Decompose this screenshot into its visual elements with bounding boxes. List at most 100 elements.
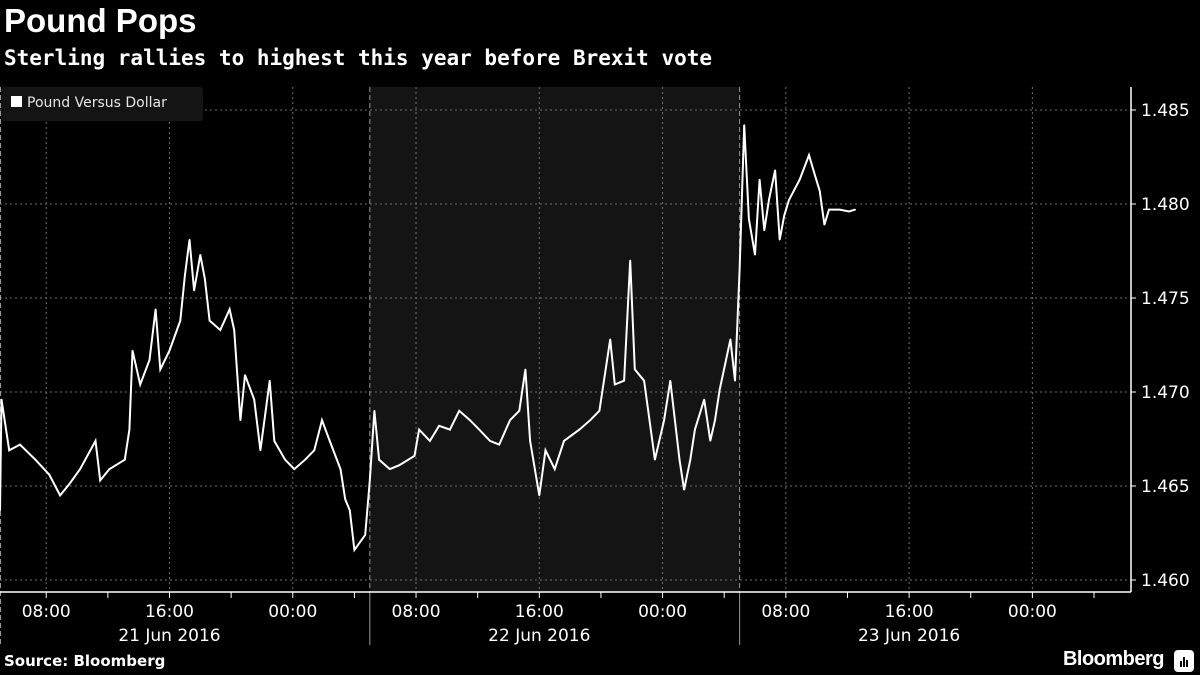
x-tick-label: 08:00	[22, 602, 71, 622]
data-point	[48, 473, 51, 476]
x-tick-label: 08:00	[761, 602, 810, 622]
data-point	[259, 449, 262, 452]
data-point	[598, 410, 601, 412]
data-point	[293, 468, 296, 470]
data-point	[268, 379, 271, 382]
data-point	[778, 238, 781, 241]
data-point	[798, 178, 801, 181]
data-point	[413, 455, 416, 457]
data-point	[398, 464, 400, 467]
data-point	[438, 425, 440, 427]
data-point	[68, 483, 71, 485]
data-point	[529, 440, 531, 442]
data-point	[159, 368, 162, 371]
legend-background	[1, 87, 203, 121]
data-point	[634, 368, 636, 371]
data-point	[544, 449, 547, 452]
x-tick-label: 00:00	[638, 602, 687, 622]
data-point	[8, 449, 11, 452]
data-point	[818, 190, 821, 192]
data-point	[774, 169, 776, 171]
data-point	[478, 428, 481, 431]
day-label: 21 Jun 2016	[118, 626, 220, 646]
data-point	[703, 398, 705, 401]
data-point	[139, 383, 142, 386]
data-point	[734, 379, 736, 382]
data-point	[284, 458, 286, 461]
chart-title: Pound Pops	[4, 2, 197, 39]
data-point	[179, 319, 182, 322]
data-point	[609, 338, 611, 341]
data-point	[321, 419, 323, 422]
data-point	[709, 440, 712, 442]
data-point	[663, 419, 665, 422]
data-point	[353, 549, 356, 551]
data-point	[458, 410, 460, 412]
data-point	[808, 154, 810, 156]
data-point	[669, 379, 672, 382]
data-point	[128, 428, 131, 431]
data-point	[154, 308, 157, 311]
data-point	[694, 428, 696, 431]
data-point	[131, 349, 134, 352]
y-tick-label: 1.470	[1141, 383, 1190, 403]
data-point	[589, 419, 591, 422]
data-point	[79, 468, 81, 470]
data-point	[304, 458, 306, 461]
data-point	[373, 410, 376, 412]
data-point	[838, 208, 841, 211]
data-point	[244, 374, 246, 376]
y-tick-label: 1.485	[1141, 101, 1190, 121]
data-point	[188, 238, 191, 241]
y-tick-label: 1.480	[1141, 195, 1190, 215]
day-label: 23 Jun 2016	[858, 626, 960, 646]
chart-subtitle: Sterling rallies to highest this year be…	[4, 46, 713, 70]
day-label: 22 Jun 2016	[488, 626, 590, 646]
data-point	[614, 383, 616, 386]
data-point	[524, 368, 527, 371]
data-point	[59, 494, 61, 497]
data-point	[788, 199, 790, 202]
data-point	[364, 534, 366, 536]
data-point	[714, 419, 716, 422]
data-point	[219, 329, 222, 331]
data-point	[389, 468, 391, 470]
data-point	[168, 349, 171, 352]
data-point	[718, 389, 721, 391]
data-point	[563, 440, 565, 442]
data-point	[239, 419, 242, 422]
data-point	[449, 428, 451, 431]
x-tick-label: 00:00	[1008, 602, 1057, 622]
x-tick-label: 16:00	[145, 602, 194, 622]
data-point	[184, 274, 186, 277]
x-tick-label: 08:00	[392, 602, 441, 622]
data-point	[678, 458, 681, 461]
data-point	[578, 428, 581, 431]
data-point	[823, 223, 826, 226]
data-point	[0, 398, 3, 401]
data-point	[518, 410, 521, 412]
data-point	[689, 458, 692, 461]
data-point	[828, 208, 830, 211]
data-point	[683, 488, 685, 491]
x-tick-label: 00:00	[268, 602, 317, 622]
data-point	[743, 124, 746, 126]
data-point	[623, 379, 625, 382]
data-point	[148, 359, 151, 361]
data-point	[253, 398, 256, 401]
bloomberg-chart-icon	[1174, 650, 1194, 672]
data-point	[629, 259, 632, 262]
legend-swatch	[11, 96, 22, 107]
data-point	[233, 329, 236, 331]
data-point	[124, 458, 126, 461]
data-point	[429, 440, 431, 442]
data-point	[783, 214, 786, 217]
bloomberg-logo: Bloomberg	[1062, 648, 1165, 670]
data-point	[748, 218, 750, 220]
data-point	[34, 458, 37, 461]
x-tick-label: 16:00	[515, 602, 564, 622]
data-point	[654, 458, 656, 461]
data-point	[378, 458, 380, 461]
data-point	[339, 468, 342, 470]
